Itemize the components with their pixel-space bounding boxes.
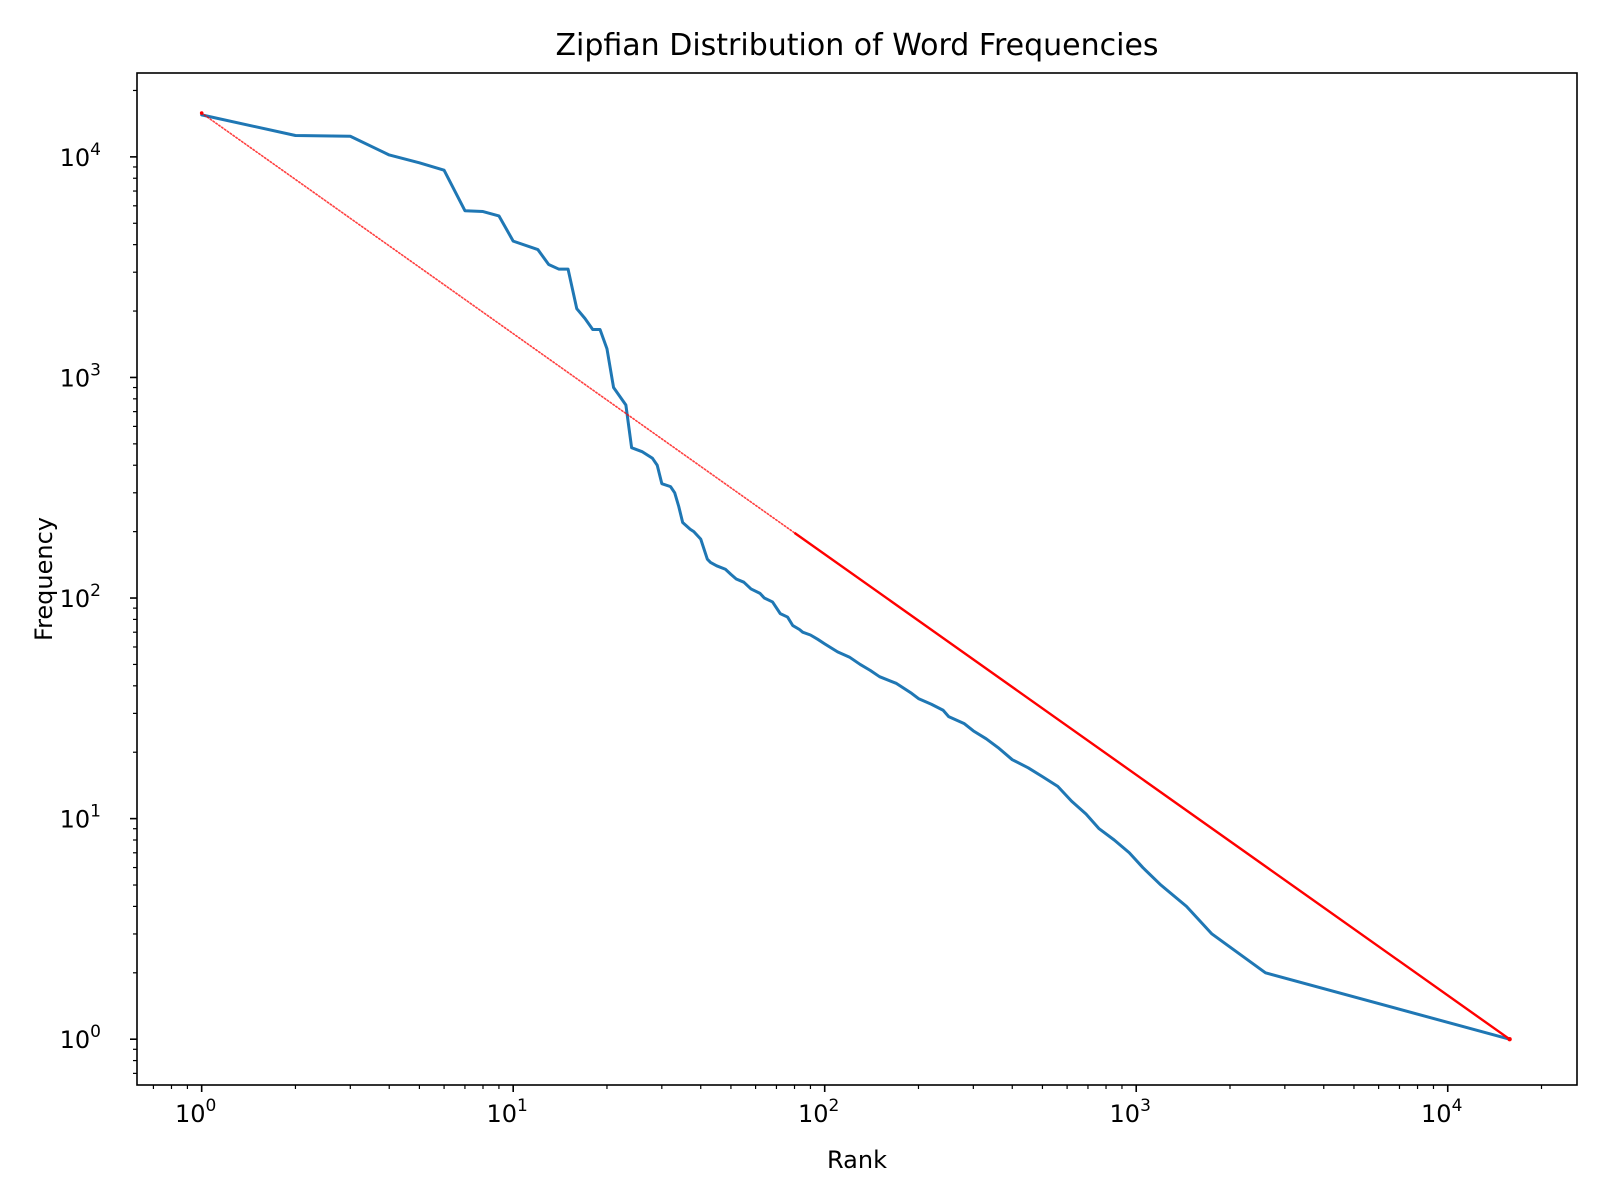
zipf-reference-end-marker — [1507, 1037, 1512, 1042]
x-tick-label: 104 — [1421, 1096, 1462, 1128]
frequency-series-line — [200, 113, 1512, 1041]
y-tick-label: 102 — [60, 581, 101, 613]
y-tick-label: 104 — [60, 140, 101, 172]
plot-frame — [136, 72, 1578, 1086]
zipf-reference-dense-segment — [793, 531, 1511, 1041]
x-axis-label: Rank — [827, 1146, 887, 1174]
x-tick-label: 100 — [175, 1096, 216, 1128]
y-axis-ticks: 100 101 102 103 104 — [60, 89, 137, 1074]
plot-content — [199, 111, 1512, 1042]
x-axis-ticks: 100 101 102 103 104 — [152, 1085, 1543, 1128]
y-tick-label: 100 — [60, 1022, 101, 1054]
chart-title: Zipfian Distribution of Word Frequencies — [555, 28, 1158, 63]
x-tick-label: 102 — [798, 1096, 839, 1128]
y-tick-label: 101 — [60, 802, 101, 834]
x-tick-label: 101 — [486, 1096, 527, 1128]
x-tick-label: 103 — [1110, 1096, 1151, 1128]
y-tick-label: 103 — [60, 360, 101, 392]
y-axis-label: Frequency — [30, 517, 58, 641]
series-group — [199, 111, 1512, 1042]
zipf-reference-start-marker — [199, 111, 204, 115]
